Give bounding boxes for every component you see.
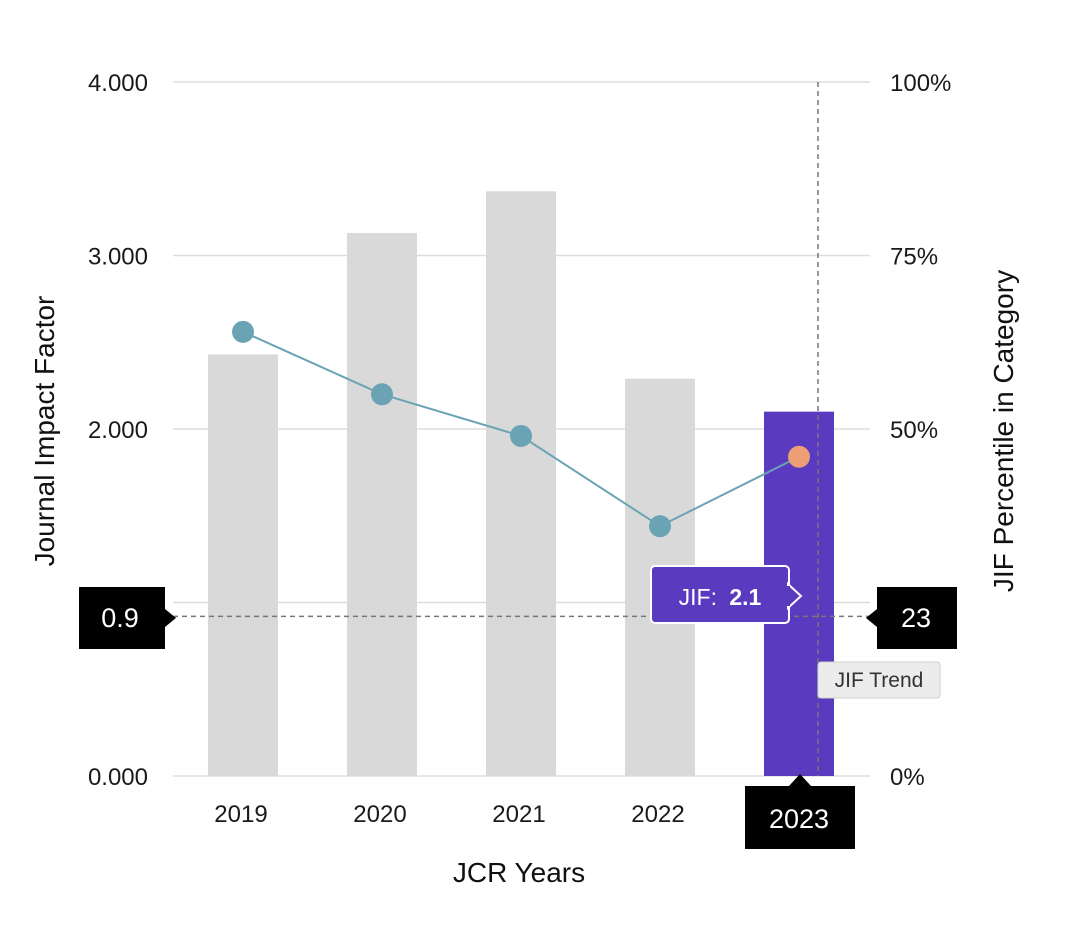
percentile-point[interactable] <box>510 424 532 447</box>
svg-text:JIF: 2.1: JIF: 2.1 <box>679 584 762 610</box>
left-reference-badge: 0.9 <box>79 587 176 649</box>
percentile-point[interactable] <box>649 515 671 538</box>
jif-tooltip: JIF: 2.1 <box>650 565 803 624</box>
y-axis-title: Journal Impact Factor <box>29 296 60 567</box>
percentile-line-series <box>232 320 810 538</box>
y-tick-label: 2.000 <box>88 417 148 444</box>
selected-year-badge[interactable]: 2023 <box>745 774 855 849</box>
bar[interactable] <box>208 354 278 776</box>
right-reference-badge: 23 <box>866 587 957 649</box>
y-tick-label: 3.000 <box>88 244 148 271</box>
x-tick-label: 2022 <box>631 801 684 828</box>
y-tick-label: 0.000 <box>88 764 148 791</box>
y2-tick-label: 100% <box>890 70 951 97</box>
y2-tick-label: 0% <box>890 764 925 791</box>
y2-axis-title: JIF Percentile in Category <box>988 270 1019 592</box>
tooltip-prefix: JIF: <box>679 584 717 610</box>
left-axis-ticks: 0.000 2.000 3.000 4.000 <box>88 70 148 791</box>
bar[interactable] <box>486 191 556 776</box>
tooltip-value: 2.1 <box>729 584 761 610</box>
percentile-point-highlighted[interactable] <box>788 445 810 468</box>
x-axis-ticks: 2019 2020 2021 2022 <box>214 801 684 828</box>
selected-year-label: 2023 <box>769 804 829 834</box>
bar-series <box>208 191 834 776</box>
jif-trend-label-box[interactable]: JIF Trend <box>817 661 941 699</box>
x-tick-label: 2021 <box>492 801 545 828</box>
right-axis-ticks: 0% 50% 75% 100% <box>890 70 951 791</box>
y-tick-label: 4.000 <box>88 70 148 97</box>
bar[interactable] <box>347 232 417 776</box>
percentile-point[interactable] <box>232 320 254 343</box>
jif-trend-label: JIF Trend <box>835 669 924 692</box>
percentile-point[interactable] <box>371 383 393 406</box>
right-reference-label: 23 <box>901 603 931 633</box>
y2-tick-label: 75% <box>890 244 938 271</box>
x-tick-label: 2019 <box>214 801 267 828</box>
y2-tick-label: 50% <box>890 417 938 444</box>
left-reference-label: 0.9 <box>101 603 139 633</box>
x-axis-title: JCR Years <box>453 857 585 888</box>
x-tick-label: 2020 <box>353 801 406 828</box>
